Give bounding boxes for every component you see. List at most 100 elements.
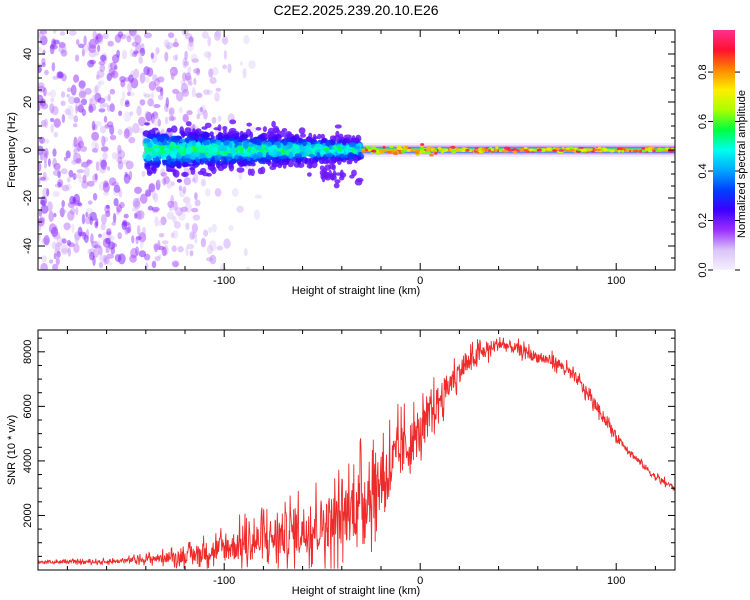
heatmap-cell: [38, 209, 43, 217]
heatmap-cell: [88, 103, 97, 112]
heatmap-cell: [528, 148, 533, 152]
heatmap-cell: [98, 80, 105, 86]
heatmap-cell: [242, 141, 249, 149]
heatmap-cell: [106, 253, 114, 259]
heatmap-cell: [165, 116, 168, 125]
heatmap-cell: [112, 54, 120, 64]
heatmap-cell: [126, 35, 132, 43]
heatmap-cell: [209, 131, 214, 137]
heatmap-cell: [98, 233, 102, 238]
heatmap-cell: [176, 161, 181, 169]
heatmap-cell: [541, 149, 546, 153]
heatmap-cell: [112, 242, 117, 248]
heatmap-cell: [106, 204, 110, 209]
heatmap-cell: [238, 141, 243, 146]
heatmap-cell: [130, 247, 138, 259]
heatmap-cell: [88, 105, 94, 113]
y-tick-label: -40: [22, 238, 34, 254]
heatmap-cell: [99, 254, 107, 262]
heatmap-cell: [150, 154, 157, 159]
heatmap-cell: [238, 170, 243, 181]
heatmap-cell: [60, 100, 66, 107]
heatmap-cell: [159, 134, 166, 141]
heatmap-cell: [66, 93, 70, 98]
heatmap-cell: [150, 92, 155, 99]
heatmap-cell: [617, 149, 621, 153]
heatmap-cell: [668, 150, 674, 153]
heatmap-cell: [228, 142, 233, 149]
heatmap-cell: [185, 121, 192, 127]
heatmap-cell: [188, 36, 194, 43]
heatmap-cell: [122, 91, 126, 102]
heatmap-cell: [290, 135, 296, 143]
heatmap-cell: [201, 126, 208, 130]
heatmap-cell: [206, 89, 213, 96]
heatmap-cell: [53, 118, 61, 128]
heatmap-cell: [55, 242, 63, 248]
heatmap-cell: [172, 55, 178, 61]
heatmap-cell: [101, 135, 106, 147]
heatmap-cell: [139, 72, 146, 84]
heatmap-cell: [396, 145, 402, 149]
heatmap-cell: [154, 256, 161, 262]
heatmap-cell: [191, 207, 199, 213]
heatmap-cell: [170, 232, 175, 239]
heatmap-cell: [398, 151, 403, 155]
heatmap-cell: [134, 186, 142, 194]
colorbar-label: Normalized spectral amplitude: [736, 90, 748, 238]
heatmap-cell: [195, 142, 201, 148]
heatmap-cell: [208, 226, 213, 234]
heatmap-cell: [266, 131, 273, 138]
heatmap-cell: [202, 140, 210, 146]
heatmap-cell: [102, 151, 108, 161]
heatmap-cell: [437, 146, 442, 150]
heatmap-cell: [271, 162, 280, 168]
heatmap-cell: [92, 173, 98, 183]
heatmap-cell: [124, 126, 133, 138]
heatmap-cell: [478, 147, 482, 151]
heatmap-cell: [123, 173, 131, 184]
heatmap-cell: [53, 162, 61, 171]
heatmap-cell: [191, 223, 198, 234]
heatmap-cell: [168, 107, 175, 117]
heatmap-cell: [90, 233, 94, 244]
heatmap-cell: [185, 146, 193, 154]
heatmap-cell: [205, 257, 214, 262]
heatmap-cell: [208, 68, 214, 78]
spectrogram-panel: -100 0 100 -40 -20 0 20 40 Height of straight l…: [6, 29, 676, 297]
heatmap-cell: [617, 147, 623, 150]
heatmap-cell: [192, 152, 200, 158]
heatmap-cell: [206, 244, 214, 255]
heatmap-cell: [73, 123, 78, 128]
heatmap-cell: [89, 251, 95, 261]
heatmap-cell: [193, 173, 199, 184]
heatmap-cell: [72, 172, 77, 181]
heatmap-cell: [211, 116, 217, 124]
heatmap-cell: [136, 105, 142, 116]
heatmap-cell: [450, 145, 456, 149]
heatmap-cell: [298, 127, 306, 135]
heatmap-cell: [257, 138, 262, 147]
heatmap-cell: [520, 147, 525, 151]
heatmap-cell: [192, 177, 196, 183]
heatmap-cell: [184, 132, 191, 137]
heatmap-cell: [568, 146, 574, 150]
y-tick-label: 4000: [22, 449, 34, 473]
heatmap-cell: [134, 212, 138, 219]
heatmap-cell: [170, 160, 177, 167]
heatmap-cell: [66, 87, 72, 93]
heatmap-cell: [160, 216, 167, 226]
heatmap-cell: [106, 166, 111, 171]
heatmap-cell: [204, 151, 209, 156]
heatmap-cell: [40, 204, 49, 214]
heatmap-cell: [122, 221, 130, 227]
heatmap-cell: [108, 177, 117, 186]
heatmap-cell: [67, 113, 75, 120]
heatmap-cell: [100, 159, 107, 170]
heatmap-cell: [204, 122, 212, 128]
spectrogram-xlabel: Height of straight line (km): [292, 285, 420, 297]
heatmap-cell: [103, 180, 109, 188]
heatmap-cell: [101, 214, 107, 225]
heatmap-cell: [243, 248, 248, 256]
